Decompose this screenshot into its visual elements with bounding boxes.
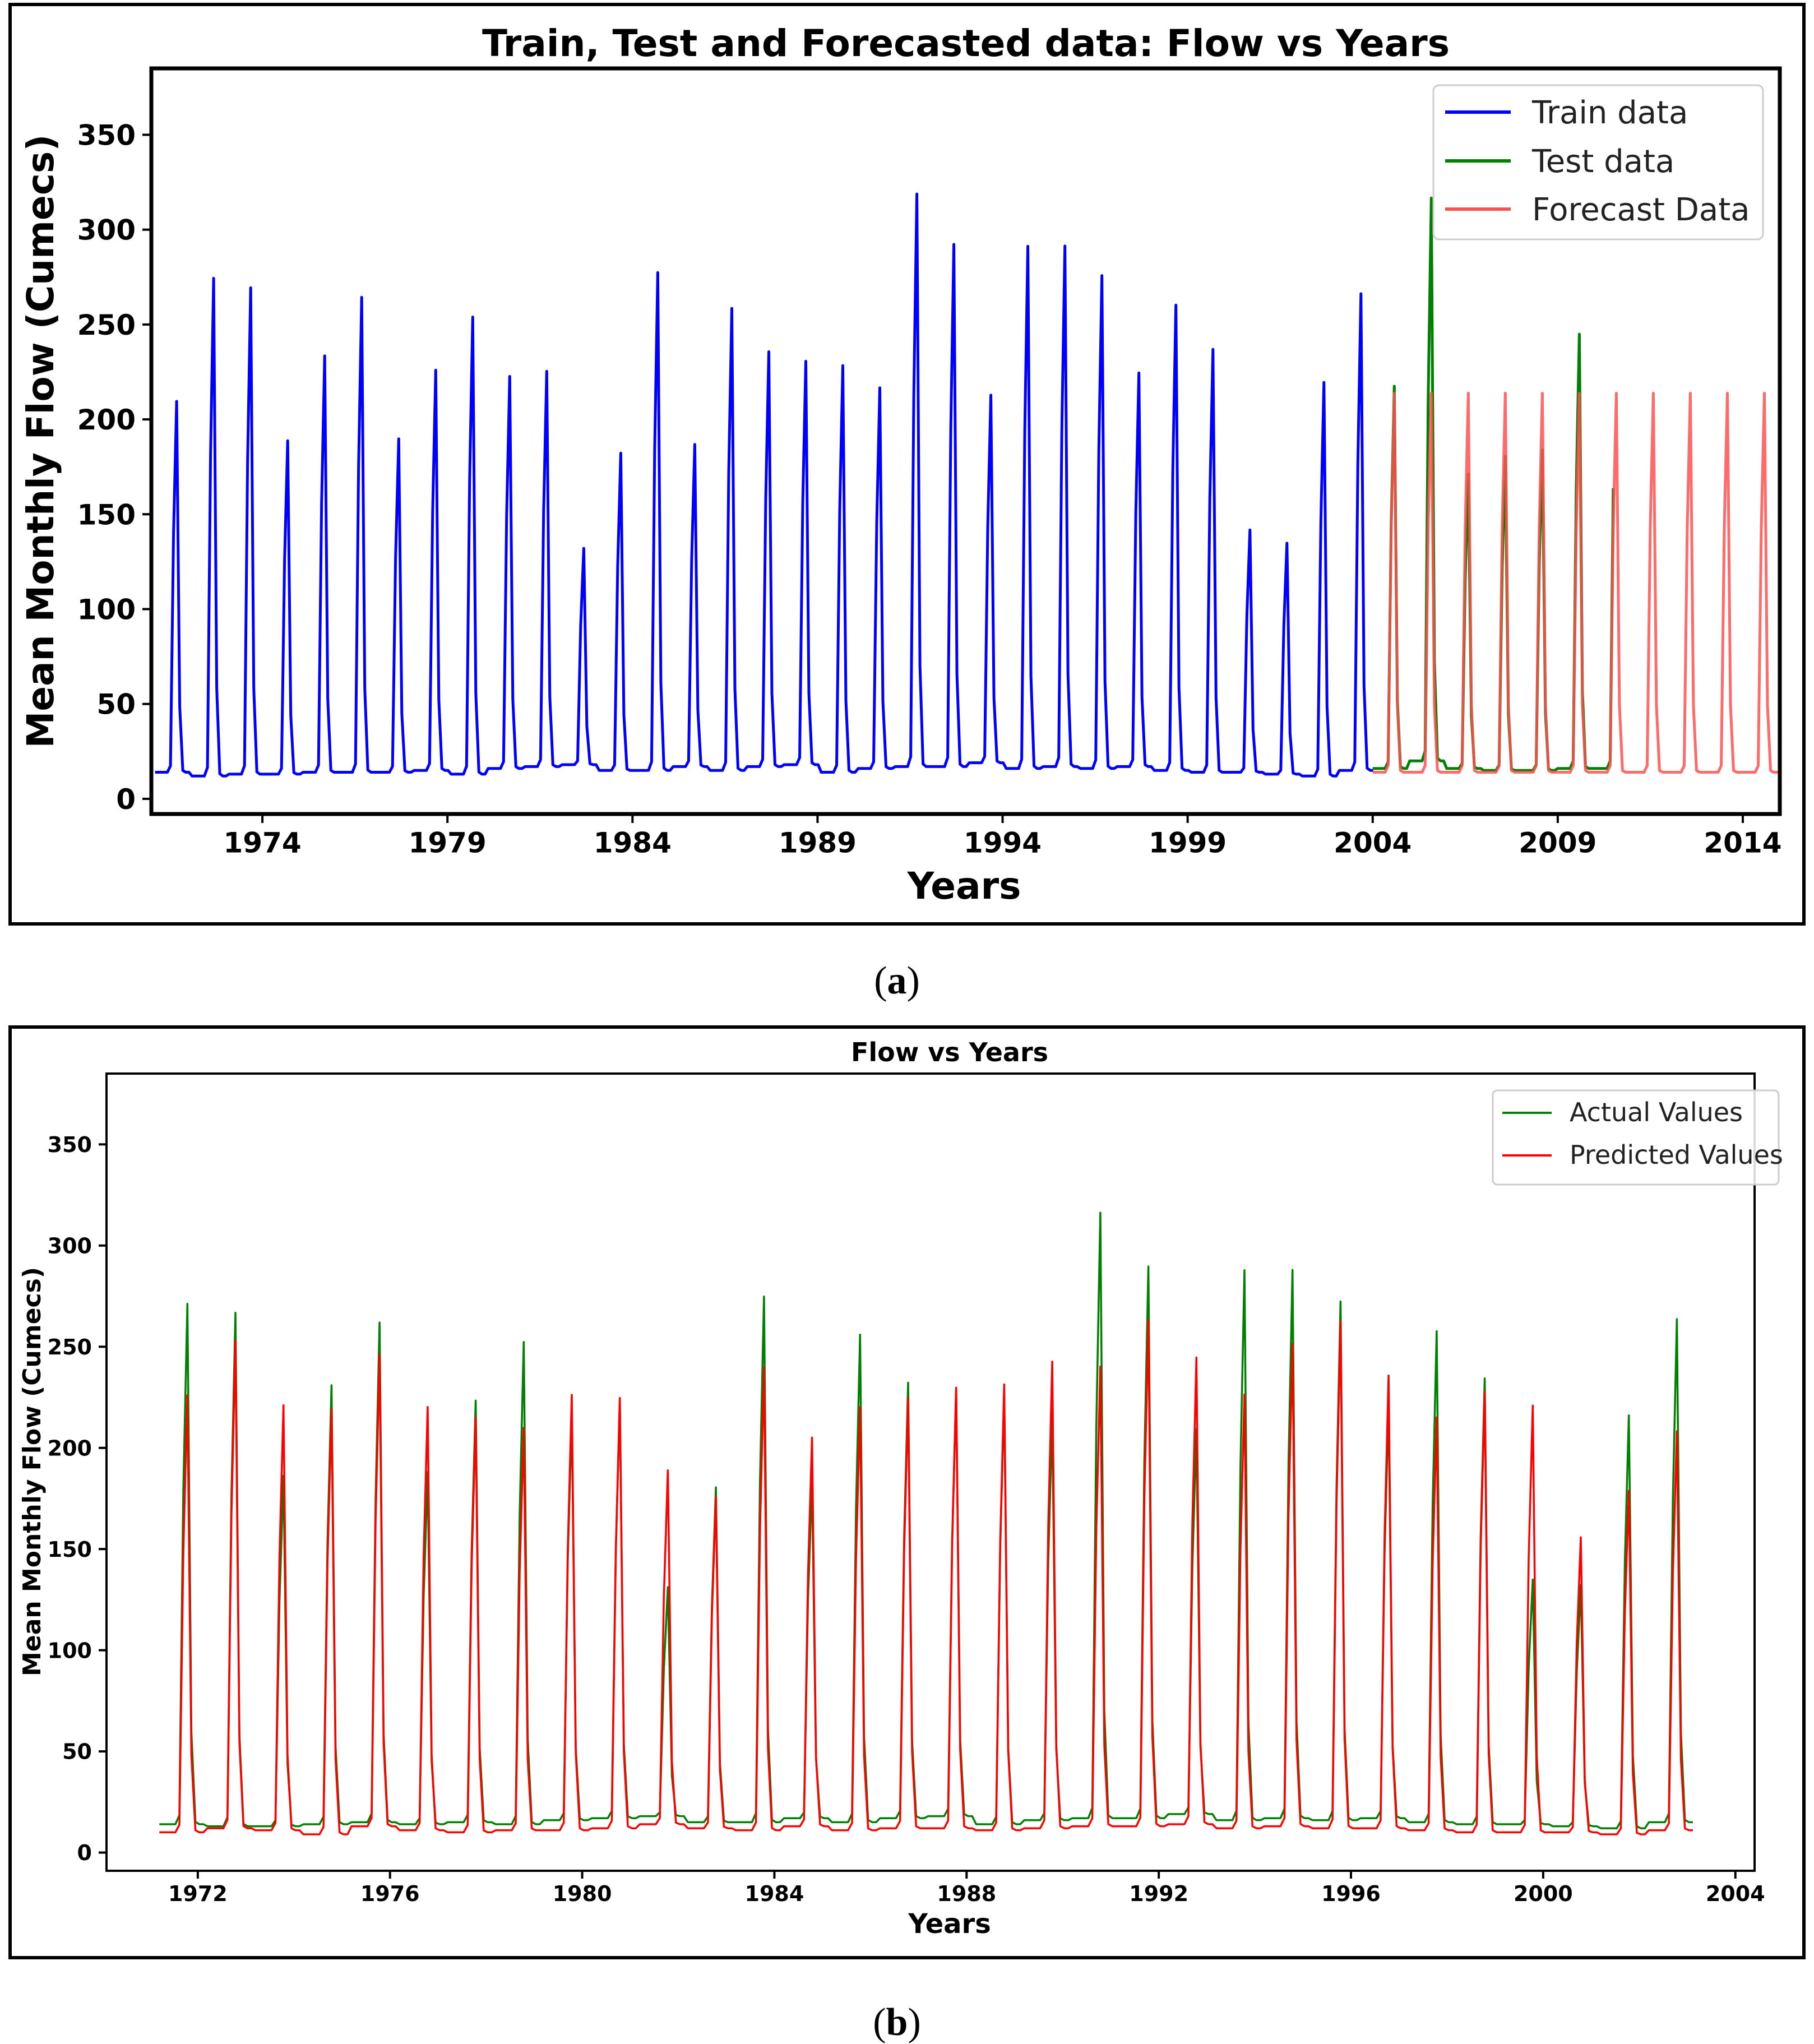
x-tick-label: 1996 [1321,1881,1381,1906]
y-tick-label: 150 [48,1537,92,1562]
panel-b-axes-box [105,1072,1756,1872]
y-tick-label: 50 [96,688,136,721]
x-tick-label: 2000 [1514,1881,1573,1906]
x-tick-label: 1989 [779,827,857,859]
x-tick-label: 1984 [594,827,672,859]
x-tick-label: 1984 [745,1881,804,1906]
panel-a-legend-train: Train data [1531,95,1688,131]
panel-a-xlabel: Years [907,864,1021,908]
y-tick-label: 200 [48,1436,92,1460]
y-tick-label: 100 [77,594,136,626]
y-tick-label: 100 [48,1638,92,1663]
y-tick-label: 300 [77,214,136,247]
panel-b-legend-predicted: Predicted Values [1570,1140,1783,1170]
x-tick-label: 1972 [168,1881,228,1906]
x-tick-label: 2004 [1706,1881,1765,1906]
x-tick-label: 1979 [409,827,487,859]
panel-b-legend-box [1492,1089,1780,1186]
panel-a-title: Train, Test and Forecasted data: Flow vs… [482,22,1450,65]
x-tick-label: 2014 [1704,827,1781,859]
panel-a-plot: 0 50 100 150 200 250 300 350 1974 1979 1984 1989 199… [77,119,1782,859]
x-tick-label: 2009 [1519,827,1596,859]
panel-b-xlabel: Years [908,1908,991,1940]
panel-a-legend-forecast: Forecast Data [1532,192,1750,228]
x-tick-label: 1992 [1129,1881,1188,1906]
y-tick-label: 0 [116,783,136,816]
panel-b-caption: (b) [873,2001,921,2044]
series-actual-values [159,1211,1693,1829]
panel-b-ylabel: Mean Monthly Flow (Cumecs) [18,1267,47,1676]
panel-a-ylabel: Mean Monthly Flow (Cumecs) [19,135,62,748]
x-tick-label: 1988 [937,1881,996,1906]
panel-a-legend-test: Test data [1531,144,1674,180]
series-forecast-data [1372,391,1780,774]
panel-b-plot: 0 50 100 150 200 250 300 350 1972 1976 1980 1984 198… [48,1132,1765,1906]
x-tick-label: 1976 [360,1881,420,1906]
panel-a-axes-box [149,66,1782,816]
x-tick-label: 1974 [223,827,301,859]
panel-a-legend: Train data Test data Forecast Data [1432,84,1764,241]
panel-b-legend-actual: Actual Values [1570,1097,1743,1127]
y-tick-label: 250 [48,1335,92,1359]
panel-a-caption: (a) [874,959,920,1002]
x-tick-label: 2004 [1334,827,1412,859]
panel-b-legend: Actual Values Predicted Values [1492,1089,1783,1186]
x-tick-label: 1994 [964,827,1042,859]
y-tick-label: 250 [77,309,136,341]
y-tick-label: 150 [77,498,136,531]
series-predicted-values [159,1319,1693,1835]
y-tick-label: 300 [48,1233,92,1258]
y-tick-label: 200 [77,404,136,436]
panel-b-title: Flow vs Years [851,1037,1048,1067]
x-tick-label: 1999 [1149,827,1227,859]
series-train-data [155,192,1373,778]
panel-a-legend-box [1432,84,1764,241]
y-tick-label: 350 [77,119,136,151]
x-tick-label: 1980 [553,1881,612,1906]
y-tick-label: 350 [48,1132,92,1157]
y-tick-label: 50 [62,1740,92,1764]
y-tick-label: 0 [77,1840,92,1865]
